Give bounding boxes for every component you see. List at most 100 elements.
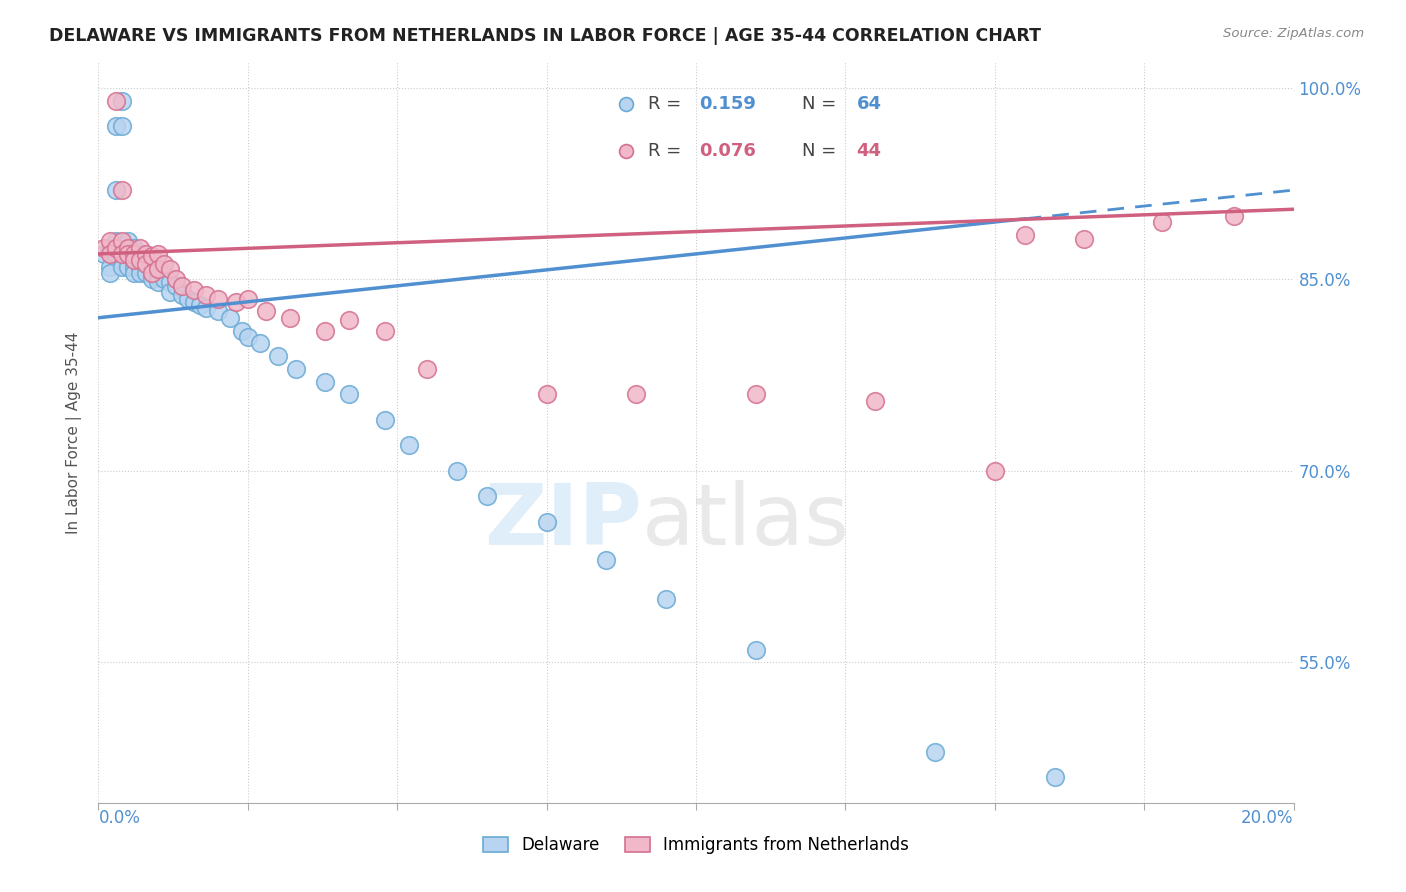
- Point: [148, 262, 170, 277]
- Legend: Delaware, Immigrants from Netherlands: Delaware, Immigrants from Netherlands: [477, 830, 915, 861]
- Point: [188, 298, 211, 312]
- Point: [165, 272, 187, 286]
- Point: [129, 253, 152, 268]
- Point: [117, 260, 139, 274]
- Point: [339, 387, 361, 401]
- Point: [153, 266, 176, 280]
- Point: [135, 266, 157, 280]
- Point: [105, 247, 128, 261]
- Point: [1073, 231, 1095, 245]
- Text: 0.076: 0.076: [699, 142, 756, 160]
- Point: [236, 330, 259, 344]
- Point: [1223, 209, 1246, 223]
- Point: [159, 275, 181, 289]
- Point: [374, 324, 396, 338]
- Point: [111, 94, 134, 108]
- Point: [111, 120, 134, 134]
- Text: 20.0%: 20.0%: [1241, 809, 1294, 827]
- Point: [315, 324, 337, 338]
- Point: [254, 304, 277, 318]
- Point: [98, 240, 122, 255]
- Point: [93, 240, 115, 255]
- Point: [165, 278, 187, 293]
- Point: [98, 266, 122, 280]
- Point: [159, 285, 181, 300]
- Point: [655, 591, 678, 606]
- Point: [1152, 215, 1174, 229]
- Point: [148, 269, 170, 284]
- Point: [614, 144, 637, 158]
- Text: 0.159: 0.159: [699, 95, 756, 112]
- Point: [93, 247, 115, 261]
- Point: [105, 120, 128, 134]
- Point: [284, 361, 307, 376]
- Point: [984, 464, 1007, 478]
- Point: [225, 295, 247, 310]
- Point: [924, 745, 946, 759]
- Point: [124, 240, 146, 255]
- Point: [105, 94, 128, 108]
- Point: [141, 266, 163, 280]
- Point: [129, 260, 152, 274]
- Point: [129, 240, 152, 255]
- Text: Source: ZipAtlas.com: Source: ZipAtlas.com: [1223, 27, 1364, 40]
- Point: [339, 313, 361, 327]
- Point: [207, 292, 229, 306]
- Text: atlas: atlas: [643, 480, 851, 563]
- Text: N =: N =: [801, 142, 837, 160]
- Point: [124, 266, 146, 280]
- Text: N =: N =: [801, 95, 837, 112]
- Point: [1014, 227, 1036, 242]
- Point: [148, 247, 170, 261]
- Point: [207, 304, 229, 318]
- Point: [98, 247, 122, 261]
- Point: [398, 438, 420, 452]
- Point: [416, 361, 439, 376]
- Point: [614, 96, 637, 111]
- Point: [98, 260, 122, 274]
- Point: [236, 292, 259, 306]
- Point: [374, 413, 396, 427]
- Point: [117, 247, 139, 261]
- Point: [1043, 770, 1066, 784]
- Text: R =: R =: [648, 142, 682, 160]
- Point: [111, 247, 134, 261]
- Point: [135, 257, 157, 271]
- Point: [231, 324, 253, 338]
- Point: [148, 275, 170, 289]
- Point: [135, 257, 157, 271]
- Text: 0.0%: 0.0%: [98, 809, 141, 827]
- Point: [278, 310, 301, 325]
- Point: [135, 247, 157, 261]
- Point: [183, 295, 205, 310]
- Y-axis label: In Labor Force | Age 35-44: In Labor Force | Age 35-44: [66, 332, 83, 533]
- Point: [745, 387, 768, 401]
- Point: [141, 260, 163, 274]
- Point: [172, 278, 194, 293]
- Point: [124, 253, 146, 268]
- Point: [536, 515, 558, 529]
- Point: [249, 336, 271, 351]
- Point: [148, 262, 170, 277]
- Point: [141, 250, 163, 264]
- Point: [124, 253, 146, 268]
- Text: 64: 64: [856, 95, 882, 112]
- Point: [153, 257, 176, 271]
- Point: [124, 247, 146, 261]
- Point: [595, 553, 617, 567]
- Point: [129, 266, 152, 280]
- Point: [105, 240, 128, 255]
- Point: [446, 464, 468, 478]
- Text: 44: 44: [856, 142, 882, 160]
- Text: DELAWARE VS IMMIGRANTS FROM NETHERLANDS IN LABOR FORCE | AGE 35-44 CORRELATION C: DELAWARE VS IMMIGRANTS FROM NETHERLANDS …: [49, 27, 1042, 45]
- Point: [111, 247, 134, 261]
- Point: [124, 247, 146, 261]
- Point: [177, 292, 200, 306]
- Point: [267, 349, 290, 363]
- Point: [536, 387, 558, 401]
- Point: [315, 375, 337, 389]
- Point: [105, 183, 128, 197]
- Point: [195, 301, 218, 315]
- Text: R =: R =: [648, 95, 682, 112]
- Text: ZIP: ZIP: [485, 480, 643, 563]
